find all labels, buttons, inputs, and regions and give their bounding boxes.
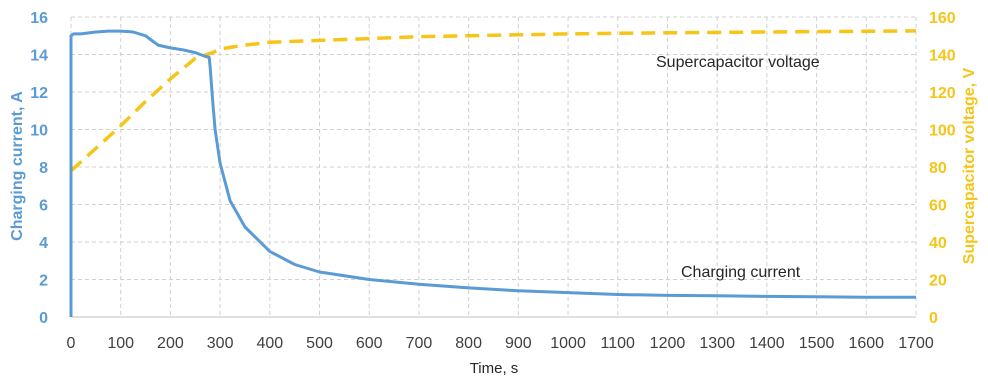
- left-y-tick-label: 0: [39, 310, 48, 327]
- supercapacitor-voltage-line: [69, 29, 917, 173]
- x-tick-label: 1000: [550, 335, 586, 352]
- x-tick-label: 1300: [699, 335, 735, 352]
- gridlines: [70, 16, 917, 318]
- current-annotation: Charging current: [681, 264, 801, 281]
- x-tick-label: 600: [356, 335, 383, 352]
- right-y-tick-label: 60: [929, 198, 947, 215]
- right-y-tick-label: 140: [929, 48, 956, 65]
- x-tick-label: 1500: [799, 335, 835, 352]
- left-y-tick-label: 8: [39, 160, 48, 177]
- right-y-axis-ticks: 0 20 40 60 80 100 120 140 160: [929, 10, 956, 327]
- x-tick-label: 1200: [650, 335, 686, 352]
- x-tick-label: 700: [406, 335, 433, 352]
- charging-current-line: [69, 29, 916, 317]
- x-tick-label: 500: [306, 335, 333, 352]
- x-tick-label: 1400: [749, 335, 785, 352]
- right-y-tick-label: 40: [929, 235, 947, 252]
- x-tick-label: 100: [107, 335, 134, 352]
- x-tick-label: 1700: [898, 335, 934, 352]
- left-y-tick-label: 2: [39, 273, 48, 290]
- x-tick-label: 900: [505, 335, 532, 352]
- series-layer: [69, 29, 917, 317]
- x-axis-title: Time, s: [470, 360, 519, 377]
- left-y-axis-title: Charging current, A: [9, 91, 26, 241]
- x-tick-label: 400: [256, 335, 283, 352]
- right-y-tick-label: 80: [929, 160, 947, 177]
- x-axis-ticks: 0 100 200 300 400 500 600 700 800 900 1000 1100 1200…: [67, 335, 934, 352]
- x-tick-label: 0: [67, 335, 76, 352]
- x-tick-label: 800: [455, 335, 482, 352]
- right-y-tick-label: 120: [929, 85, 956, 102]
- x-tick-label: 200: [157, 335, 184, 352]
- left-y-tick-label: 14: [30, 48, 48, 65]
- left-y-axis-ticks: 0 2 4 6 8 10 12 14 16: [30, 10, 48, 327]
- left-y-tick-label: 12: [30, 85, 48, 102]
- right-y-tick-label: 100: [929, 123, 956, 140]
- x-tick-label: 1100: [601, 335, 636, 352]
- right-y-tick-label: 0: [929, 310, 938, 327]
- left-y-tick-label: 4: [39, 235, 48, 252]
- left-y-tick-label: 10: [30, 123, 48, 140]
- x-tick-label: 1600: [848, 335, 884, 352]
- left-y-tick-label: 16: [30, 10, 48, 27]
- right-y-tick-label: 160: [929, 10, 956, 27]
- right-y-tick-label: 20: [929, 273, 947, 290]
- x-tick-label: 300: [207, 335, 234, 352]
- left-y-tick-label: 6: [39, 198, 48, 215]
- voltage-annotation: Supercapacitor voltage: [656, 54, 820, 71]
- right-y-axis-title: Supercapacitor voltage, V: [961, 67, 978, 264]
